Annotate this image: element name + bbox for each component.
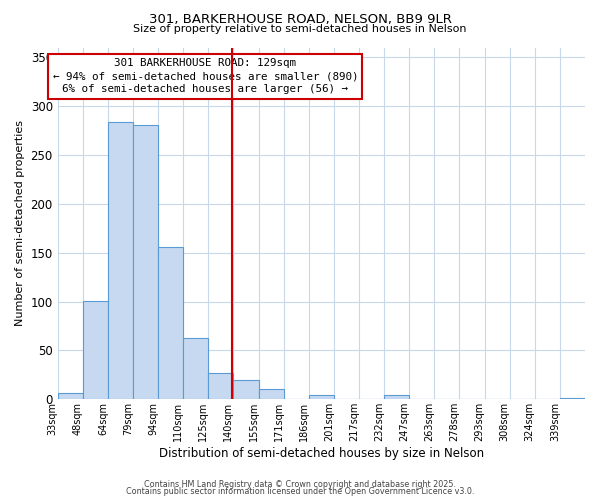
Text: 301 BARKERHOUSE ROAD: 129sqm
← 94% of semi-detached houses are smaller (890)
6% : 301 BARKERHOUSE ROAD: 129sqm ← 94% of se… (53, 58, 358, 94)
Y-axis label: Number of semi-detached properties: Number of semi-detached properties (15, 120, 25, 326)
Bar (183, 338, 208, 400)
Text: Contains public sector information licensed under the Open Government Licence v3: Contains public sector information licen… (126, 487, 474, 496)
Bar (58, 394, 83, 400)
Text: Contains HM Land Registry data © Crown copyright and database right 2025.: Contains HM Land Registry data © Crown c… (144, 480, 456, 489)
Bar (133, 124, 158, 400)
Text: 301, BARKERHOUSE ROAD, NELSON, BB9 9LR: 301, BARKERHOUSE ROAD, NELSON, BB9 9LR (149, 12, 451, 26)
Bar (259, 388, 284, 400)
Bar (158, 247, 183, 400)
Bar (108, 122, 133, 400)
Bar (233, 380, 259, 400)
X-axis label: Distribution of semi-detached houses by size in Nelson: Distribution of semi-detached houses by … (159, 447, 484, 460)
Bar (560, 398, 585, 400)
Bar (309, 396, 334, 400)
Text: Size of property relative to semi-detached houses in Nelson: Size of property relative to semi-detach… (133, 24, 467, 34)
Bar (208, 373, 233, 400)
Bar (83, 300, 108, 400)
Bar (384, 396, 409, 400)
